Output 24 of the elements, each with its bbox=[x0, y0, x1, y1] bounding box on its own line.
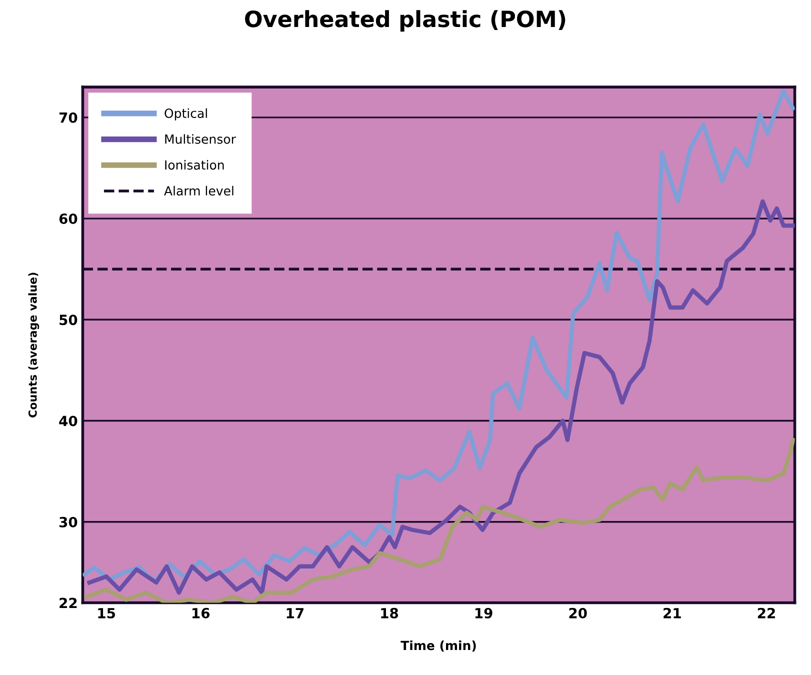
x-tick-label: 17 bbox=[286, 608, 304, 618]
x-tick-label: 22 bbox=[758, 608, 775, 618]
legend-label: Alarm level bbox=[164, 186, 234, 196]
x-tick-label: 15 bbox=[98, 608, 115, 618]
legend-label: Optical bbox=[164, 108, 207, 120]
x-axis-title: Time (min) bbox=[400, 640, 476, 652]
legend-label: Ionisation bbox=[165, 160, 224, 170]
legend-label: Multisensor bbox=[165, 134, 236, 144]
y-tick-label: 50 bbox=[60, 314, 78, 326]
x-tick-label: 16 bbox=[192, 608, 210, 618]
y-tick-label: 30 bbox=[59, 516, 78, 528]
y-tick-label: 70 bbox=[59, 112, 78, 123]
x-tick-label: 21 bbox=[664, 608, 681, 618]
x-tick-label: 20 bbox=[569, 608, 587, 618]
line-series bbox=[84, 438, 795, 603]
y-axis-title: Counts (average value) bbox=[28, 272, 40, 418]
x-tick-label: 18 bbox=[381, 608, 398, 618]
line-series bbox=[82, 89, 795, 584]
chart-title: Overheated plastic (POM) bbox=[245, 10, 566, 32]
y-tick-label: 40 bbox=[59, 416, 78, 426]
line-series bbox=[87, 199, 795, 595]
x-tick-label: 19 bbox=[475, 608, 492, 618]
y-tick-label: 22 bbox=[60, 598, 77, 608]
y-tick-label: 60 bbox=[59, 213, 78, 224]
